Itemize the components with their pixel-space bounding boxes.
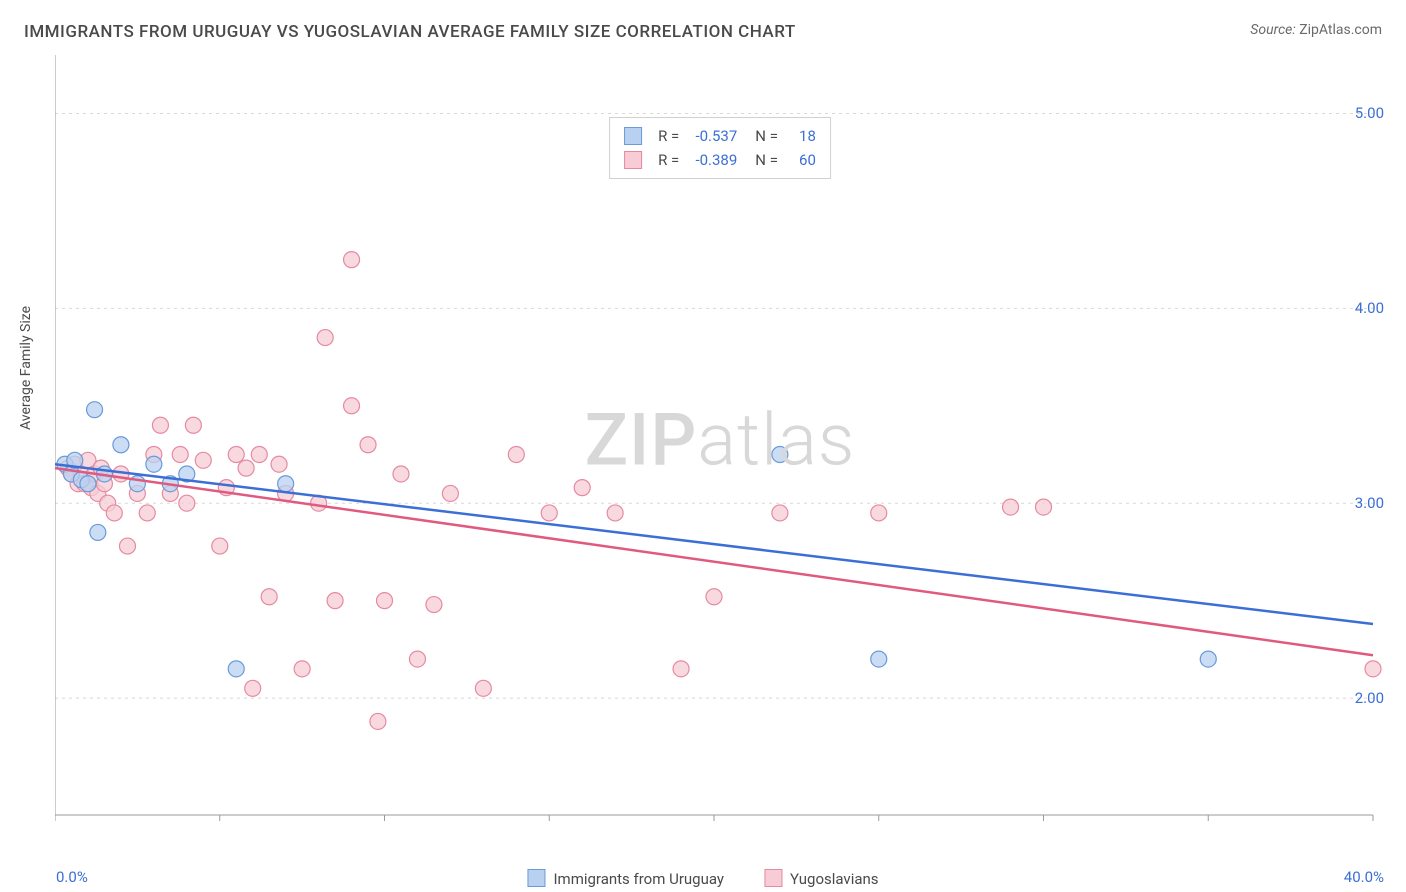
info-row: R = -0.537 N = 18 xyxy=(624,124,816,148)
series-swatch xyxy=(624,127,642,145)
r-label: R = xyxy=(658,124,679,148)
legend-label: Yugoslavians xyxy=(790,870,879,888)
legend-swatch xyxy=(764,869,782,887)
x-axis-min-label: 0.0% xyxy=(56,868,88,886)
chart-area: ZIPatlas R =-0.537N =18R =-0.389N =60 xyxy=(55,55,1385,825)
legend-swatch xyxy=(527,869,545,887)
y-tick-label: 5.00 xyxy=(1355,104,1384,122)
n-label: N = xyxy=(755,148,778,172)
y-axis-label: Average Family Size xyxy=(18,306,34,430)
source-label: Source: xyxy=(1250,22,1295,38)
y-tick-label: 4.00 xyxy=(1355,299,1384,317)
info-row: R = -0.389 N = 60 xyxy=(624,148,816,172)
y-tick-label: 2.00 xyxy=(1355,689,1384,707)
r-value: -0.537 xyxy=(687,124,737,148)
n-value: 60 xyxy=(786,148,816,172)
source-attribution: Source: ZipAtlas.com xyxy=(1250,22,1382,38)
r-value: -0.389 xyxy=(687,148,737,172)
bottom-legend: Immigrants from Uruguay Yugoslavians xyxy=(527,869,878,888)
x-axis-max-label: 40.0% xyxy=(1344,868,1384,886)
chart-title: IMMIGRANTS FROM URUGUAY VS YUGOSLAVIAN A… xyxy=(24,22,796,42)
series-swatch xyxy=(624,151,642,169)
r-label: R = xyxy=(658,148,679,172)
legend-label: Immigrants from Uruguay xyxy=(553,870,724,888)
n-value: 18 xyxy=(786,124,816,148)
y-tick-label: 3.00 xyxy=(1355,494,1384,512)
correlation-info-box: R = -0.537 N = 18 R = -0.389 N = 60 xyxy=(609,117,831,179)
source-value: ZipAtlas.com xyxy=(1299,22,1382,38)
n-label: N = xyxy=(755,124,778,148)
legend-item: Yugoslavians xyxy=(764,869,879,888)
legend-item: Immigrants from Uruguay xyxy=(527,869,724,888)
